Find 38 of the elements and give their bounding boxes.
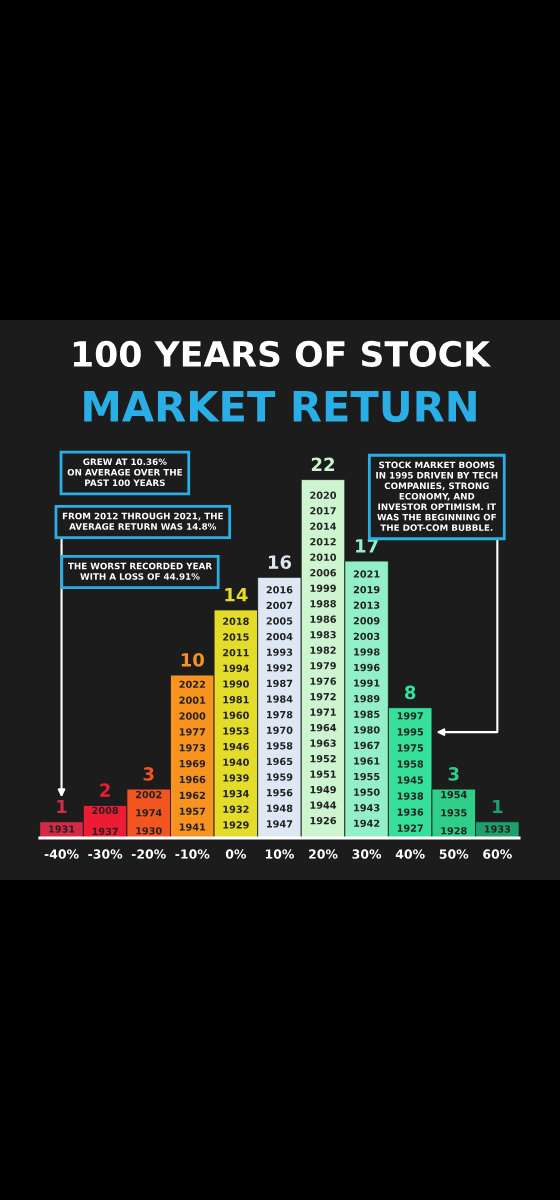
x-tick-label: -20% — [131, 849, 166, 859]
text: 2018 2015 2011 1994 1990 1981 1960 1953 1946 1940 1939 1934 1932 1929 — [223, 617, 249, 829]
chart-title: 100 YEARS OF STOCK — [73, 340, 492, 368]
data-label: 8 — [405, 685, 416, 700]
data-label: 3 — [448, 767, 459, 781]
annotation: 1997 1995 1975 1958 1945 1938 1936 1927 — [397, 712, 424, 832]
x-tick-label: 50% — [439, 849, 469, 859]
x-tick-label: -10% — [175, 849, 210, 859]
x-tick-label: -30% — [88, 849, 123, 859]
data-label: 3 — [143, 767, 154, 781]
chart-subtitle: MARKET RETURN — [84, 391, 476, 423]
annotation: 1933 — [484, 825, 511, 833]
text: 2022 2001 2000 1977 1973 1969 1966 1962 1957 1941 — [179, 680, 206, 831]
data-label: 2 — [100, 783, 110, 797]
annotation: 2002 1974 1930 — [135, 790, 162, 835]
annotation: FROM 2012 THROUGH 2021, THE AVERAGE RETURN WAS 14.8% — [62, 512, 223, 530]
data-label: 14 — [225, 588, 248, 602]
annotation: 1931 — [49, 825, 75, 833]
data-label: 22 — [311, 457, 335, 471]
annotation: GREW AT 10.36% ON AVERAGE OVER THE PAST 100 YEARS — [67, 458, 182, 486]
x-tick-label: 40% — [395, 849, 425, 859]
data-label: 16 — [268, 555, 292, 569]
x-tick-label: 20% — [309, 849, 338, 859]
data-label: 1 — [57, 799, 67, 814]
text: 2008 1937 — [92, 806, 119, 836]
x-tick-label: 60% — [483, 849, 512, 859]
x-tick-label: 30% — [352, 849, 382, 859]
text: 2016 2007 2005 2004 1993 1992 1987 1984 1978 1970 1958 1965 1959 1956 1948 1947 — [266, 586, 293, 828]
annotation: STOCK MARKET BOOMS IN 1995 DRIVEN BY TECH COMPANIES, STRONG ECONOMY, AND INVESTOR OPTIMISM. IT WAS THE BEGINNING OF THE DOT-COM BUBBLE. — [376, 461, 498, 531]
text: 2021 2019 2013 2009 2003 1998 1996 1991 1989 1985 1980 1967 1961 1955 1950 1943 1942 — [353, 570, 380, 827]
data-label: 1 — [493, 799, 503, 814]
x-tick-label: 10% — [265, 849, 294, 859]
x-tick-label: -40% — [44, 849, 79, 859]
annotation: 1954 1935 1928 — [441, 790, 467, 835]
annotation: THE WORST RECORDED YEAR WITH A LOSS OF 44.91% — [67, 562, 212, 580]
text: 2020 2017 2014 2012 2010 2006 1999 1988 1986 1983 1982 1979 1976 1972 1971 1964 1963 1952 1951 1949 1944 1926 — [310, 491, 337, 825]
data-label: 10 — [181, 653, 204, 667]
x-tick-label: 0% — [225, 849, 247, 859]
